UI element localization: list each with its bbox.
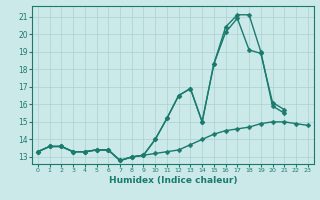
X-axis label: Humidex (Indice chaleur): Humidex (Indice chaleur) [108,176,237,185]
